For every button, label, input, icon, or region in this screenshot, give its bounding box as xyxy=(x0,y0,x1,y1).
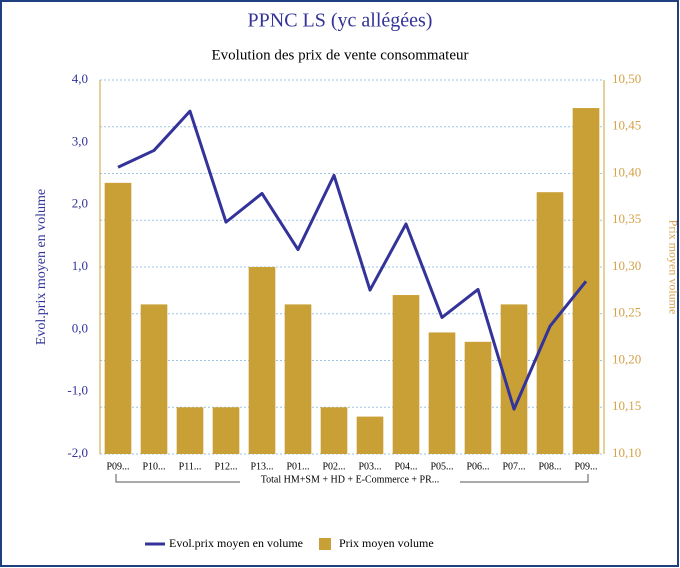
y2-tick-label: 10,50 xyxy=(612,71,641,86)
legend-swatch xyxy=(318,538,331,550)
y-tick-label: -2,0 xyxy=(67,445,88,460)
bar xyxy=(572,108,600,455)
y-tick-label: -1,0 xyxy=(67,383,88,398)
legend-label: Evol.prix moyen en volume xyxy=(169,536,303,550)
y2-tick-label: 10,20 xyxy=(612,351,641,366)
bar xyxy=(212,407,240,454)
bar xyxy=(284,304,312,454)
x-tick-label: P09... xyxy=(106,461,129,472)
bar xyxy=(536,192,564,454)
x-tick-label: P13... xyxy=(250,461,273,472)
y2-tick-label: 10,45 xyxy=(612,118,641,133)
x-tick-label: P06... xyxy=(466,461,489,472)
y-tick-label: 1,0 xyxy=(72,258,88,273)
group-label: Total HM+SM + HD + E-Commerce + PR... xyxy=(261,474,440,485)
x-tick-label: P10... xyxy=(142,461,165,472)
x-tick-label: P02... xyxy=(322,461,345,472)
x-tick-label: P08... xyxy=(538,461,561,472)
x-tick-label: P09... xyxy=(574,461,597,472)
chart-subtitle: Evolution des prix de vente consommateur xyxy=(211,47,468,63)
y2-tick-label: 10,15 xyxy=(612,398,641,413)
x-tick-label: P03... xyxy=(358,461,381,472)
bar xyxy=(464,341,492,454)
y2-axis-label: Prix moyen volume xyxy=(666,220,680,315)
x-tick-label: P04... xyxy=(394,461,417,472)
bar xyxy=(356,416,384,454)
x-tick-label: P12... xyxy=(214,461,237,472)
y2-tick-label: 10,30 xyxy=(612,258,641,273)
bar xyxy=(320,407,348,454)
group-label-bg xyxy=(240,474,460,488)
y-axis-label: Evol.prix moyen en volume xyxy=(34,189,49,345)
chart-title: PPNC LS (yc allégées) xyxy=(248,10,433,32)
bar xyxy=(140,304,168,454)
line xyxy=(117,109,588,411)
bar xyxy=(428,332,456,454)
y-tick-label: 3,0 xyxy=(72,133,88,148)
x-tick-label: P05... xyxy=(430,461,453,472)
y-tick-label: 4,0 xyxy=(72,71,88,86)
bar xyxy=(392,295,420,454)
y-tick-label: 0,0 xyxy=(72,320,88,335)
bar xyxy=(176,407,204,454)
y2-tick-label: 10,35 xyxy=(612,211,641,226)
bar xyxy=(248,267,276,454)
y2-tick-label: 10,40 xyxy=(612,164,641,179)
y2-tick-label: 10,10 xyxy=(612,445,641,460)
x-tick-label: P11... xyxy=(179,461,202,472)
bar xyxy=(104,182,132,454)
y2-tick-label: 10,25 xyxy=(612,305,641,320)
x-tick-label: P07... xyxy=(502,461,525,472)
y-tick-label: 2,0 xyxy=(72,196,88,211)
legend-label: Prix moyen volume xyxy=(339,536,434,550)
x-tick-label: P01... xyxy=(286,461,309,472)
